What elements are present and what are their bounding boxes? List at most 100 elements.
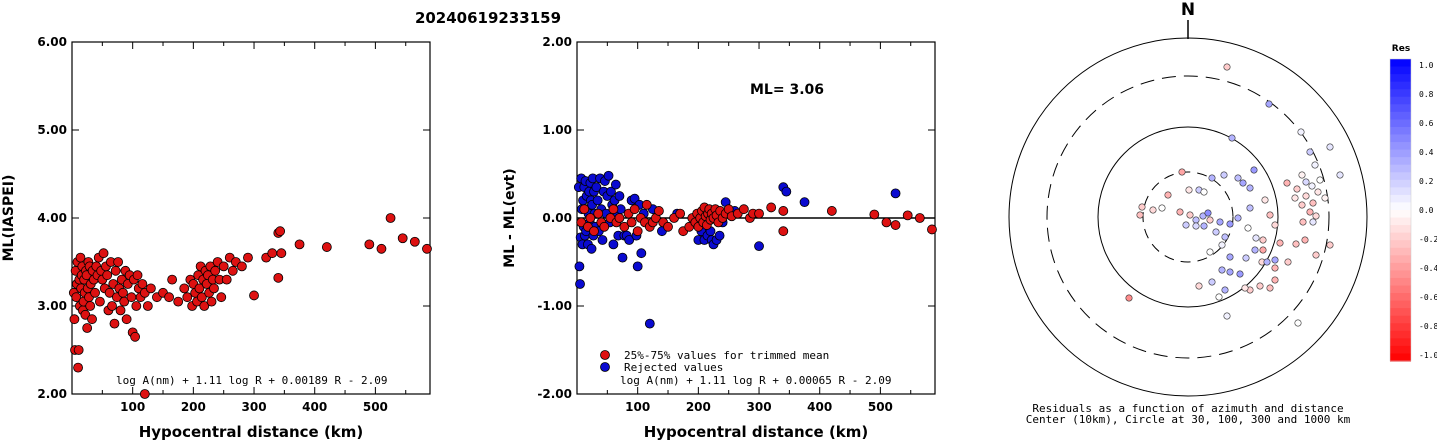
residual-point [1265, 100, 1273, 108]
blue-point [754, 241, 764, 252]
residual-point [1309, 199, 1317, 207]
blue-point [644, 318, 655, 329]
red-point [218, 261, 229, 272]
colorbar-segment [1390, 81, 1411, 90]
colorbar-segment [1390, 270, 1411, 279]
colorbar-tick-label: 0.0 [1419, 206, 1434, 215]
red-point [890, 220, 901, 230]
residual-point [1192, 222, 1200, 230]
red-point [663, 221, 673, 232]
red-point [216, 292, 227, 303]
red-point [142, 301, 153, 311]
red-point [102, 270, 113, 281]
residual-point [1218, 266, 1226, 274]
x-tick-label: 500 [363, 400, 388, 414]
y-tick-label: 4.00 [37, 211, 67, 225]
red-point [87, 314, 97, 325]
red-point [98, 248, 109, 259]
x-tick-label: 300 [747, 400, 772, 414]
red-point [73, 345, 84, 355]
red-point [589, 226, 599, 237]
blue-point [608, 239, 619, 250]
blue-point [597, 235, 608, 245]
residual-point [1192, 216, 1200, 224]
colorbar-segment [1390, 157, 1411, 166]
red-point [626, 217, 637, 228]
residual-point [1223, 312, 1231, 320]
x-tick-label: 400 [807, 400, 832, 414]
colorbar-tick-label: -0.4 [1419, 264, 1437, 273]
red-point [139, 389, 150, 399]
red-point [95, 296, 105, 307]
red-point [118, 287, 128, 298]
y-tick-label: 3.00 [37, 299, 67, 313]
residual-point [1316, 176, 1324, 184]
residual-point [1259, 246, 1267, 254]
red-point [194, 283, 205, 294]
legend-blue-label: Rejected values [624, 361, 723, 374]
colorbar-frame [1389, 58, 1412, 362]
residual-point [1241, 284, 1249, 292]
red-point [227, 265, 238, 276]
colorbar-segment [1390, 308, 1411, 317]
red-point [826, 206, 837, 216]
x-tick-label: 100 [625, 400, 650, 414]
y-tick-label: -1.00 [537, 299, 572, 313]
blue-point [632, 261, 643, 272]
caption-line1: Residuals as a function of azimuth and d… [1032, 402, 1343, 415]
y-tick-label: -2.00 [537, 387, 572, 401]
red-point [654, 206, 664, 216]
residual-point [1138, 203, 1146, 211]
residual-point [1263, 258, 1271, 266]
red-point [137, 279, 148, 289]
colorbar-segment [1390, 66, 1411, 75]
colorbar: Res 1.0 0.8 0.6 0.4 0.2 0.0 -0.2 -0.4 -0.6 -0.8 -1… [1389, 44, 1437, 362]
red-point [869, 209, 880, 220]
residual-point [1206, 248, 1214, 256]
y-tick-label: 2.00 [37, 387, 67, 401]
residual-point [1256, 282, 1264, 290]
circle-1000km [1008, 37, 1368, 397]
residual-point [1311, 161, 1319, 169]
blue-point [781, 186, 792, 197]
x-axis-label: Hypocentral distance (km) [644, 423, 869, 441]
red-point [619, 221, 630, 232]
colorbar-segment [1390, 104, 1411, 113]
red-point [173, 296, 184, 307]
caption-line2: Center (10km), Circle at 30, 100, 300 an… [1026, 413, 1351, 426]
residual-point [1291, 194, 1299, 202]
red-point [75, 252, 86, 263]
colorbar-segment [1390, 293, 1411, 302]
blue-point [575, 279, 585, 289]
blue-point [603, 170, 614, 181]
residual-point [1208, 278, 1216, 286]
red-point [164, 292, 174, 303]
red-point [641, 199, 652, 210]
x-tick-label: 500 [868, 400, 893, 414]
blue-point [617, 252, 628, 263]
red-point [167, 274, 178, 285]
residual-point [1200, 222, 1208, 230]
colorbar-segment [1390, 194, 1411, 204]
residual-point [1239, 179, 1247, 187]
blue-point [614, 191, 625, 201]
red-point [766, 202, 777, 213]
red-point [632, 226, 643, 237]
red-point [221, 274, 232, 285]
red-point [82, 323, 93, 333]
residual-point [1292, 240, 1300, 248]
red-point [145, 283, 156, 294]
colorbar-segment [1390, 111, 1411, 120]
residual-point [1306, 208, 1314, 216]
panel-ml: ML(IASPEI) Hypocentral distance (km) log… [1, 35, 432, 441]
colorbar-segment [1390, 285, 1411, 294]
data-points [68, 213, 432, 399]
residual-point [1336, 171, 1344, 179]
residual-point [1250, 166, 1258, 174]
red-point [85, 301, 96, 311]
red-point [376, 243, 387, 254]
red-point [131, 301, 142, 311]
residual-point [1299, 218, 1307, 226]
colorbar-tick-label: 0.6 [1419, 119, 1434, 128]
red-point [629, 204, 640, 215]
